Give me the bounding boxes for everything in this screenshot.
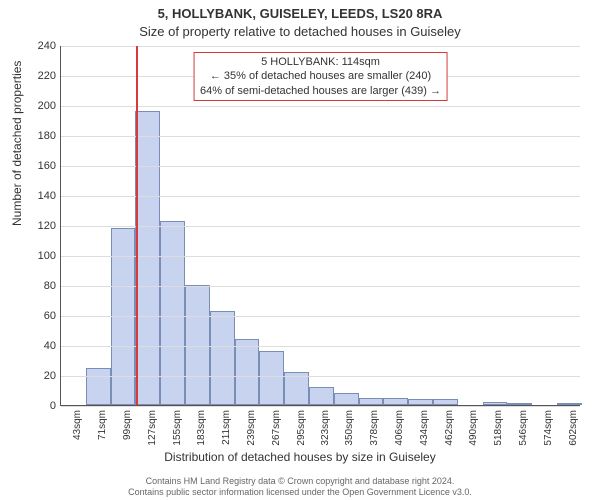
gridline	[61, 346, 580, 347]
histogram-bar	[259, 351, 284, 405]
x-tick-label: 239sqm	[246, 410, 257, 446]
histogram-bar	[210, 311, 235, 406]
y-tick-label: 120	[26, 220, 56, 232]
y-tick-label: 180	[26, 130, 56, 142]
x-tick-label: 378sqm	[369, 410, 380, 446]
footer-line: Contains HM Land Registry data © Crown c…	[0, 476, 600, 487]
x-tick-label: 323sqm	[320, 410, 331, 446]
gridline	[61, 256, 580, 257]
x-tick-label: 434sqm	[419, 410, 430, 446]
histogram-bar	[433, 399, 458, 405]
gridline	[61, 166, 580, 167]
y-axis-label: Number of detached properties	[10, 61, 24, 226]
y-tick-label: 100	[26, 250, 56, 262]
gridline	[61, 226, 580, 227]
histogram-bar	[185, 285, 210, 405]
y-tick-label: 80	[26, 280, 56, 292]
x-tick-label: 518sqm	[493, 410, 504, 446]
chart-subtitle: Size of property relative to detached ho…	[0, 24, 600, 39]
x-tick-label: 350sqm	[344, 410, 355, 446]
x-tick-label: 602sqm	[568, 410, 579, 446]
histogram-bar	[483, 402, 508, 405]
histogram-bar	[557, 403, 582, 405]
y-tick-label: 140	[26, 190, 56, 202]
x-tick-label: 462sqm	[444, 410, 455, 446]
histogram-bar	[160, 221, 185, 406]
gridline	[61, 316, 580, 317]
x-tick-label: 490sqm	[468, 410, 479, 446]
chart-title: 5, HOLLYBANK, GUISELEY, LEEDS, LS20 8RA	[0, 6, 600, 21]
x-tick-label: 43sqm	[72, 410, 83, 440]
y-tick-label: 220	[26, 70, 56, 82]
chart-container: 5, HOLLYBANK, GUISELEY, LEEDS, LS20 8RA …	[0, 0, 600, 500]
marker-line	[136, 46, 138, 405]
x-tick-label: 183sqm	[196, 410, 207, 446]
x-tick-label: 574sqm	[543, 410, 554, 446]
gridline	[61, 286, 580, 287]
gridline	[61, 136, 580, 137]
y-tick-label: 0	[26, 400, 56, 412]
annotation-box: 5 HOLLYBANK: 114sqm ← 35% of detached ho…	[193, 52, 448, 101]
y-tick-label: 40	[26, 340, 56, 352]
histogram-bar	[235, 339, 260, 405]
x-tick-label: 127sqm	[147, 410, 158, 446]
x-tick-label: 155sqm	[172, 410, 183, 446]
histogram-bar	[408, 399, 433, 405]
x-tick-label: 211sqm	[221, 410, 232, 445]
plot-area: 5 HOLLYBANK: 114sqm ← 35% of detached ho…	[60, 46, 580, 406]
footer-line: Contains public sector information licen…	[0, 487, 600, 498]
x-tick-label: 267sqm	[271, 410, 282, 446]
x-ticks: 43sqm 71sqm 99sqm 127sqm 155sqm 183sqm 211sqm 2…	[60, 406, 580, 446]
histogram-bar	[383, 398, 408, 406]
y-tick-label: 240	[26, 40, 56, 52]
histogram-bar	[334, 393, 359, 405]
y-tick-label: 60	[26, 310, 56, 322]
x-tick-label: 71sqm	[97, 410, 108, 440]
histogram-bar	[135, 111, 160, 405]
x-axis-title: Distribution of detached houses by size …	[0, 450, 600, 464]
x-tick-label: 99sqm	[122, 410, 133, 440]
gridline	[61, 196, 580, 197]
gridline	[61, 106, 580, 107]
y-tick-label: 200	[26, 100, 56, 112]
histogram-bar	[507, 403, 532, 405]
annotation-line: ← 35% of detached houses are smaller (24…	[200, 69, 441, 83]
gridline	[61, 376, 580, 377]
y-tick-label: 160	[26, 160, 56, 172]
annotation-line: 5 HOLLYBANK: 114sqm	[200, 55, 441, 69]
histogram-bar	[86, 368, 111, 406]
x-tick-label: 546sqm	[518, 410, 529, 446]
footer: Contains HM Land Registry data © Crown c…	[0, 476, 600, 498]
histogram-bar	[309, 387, 334, 405]
annotation-line: 64% of semi-detached houses are larger (…	[200, 84, 441, 98]
histogram-bar	[359, 398, 384, 406]
x-tick-label: 295sqm	[296, 410, 307, 446]
y-tick-label: 20	[26, 370, 56, 382]
gridline	[61, 46, 580, 47]
x-tick-label: 406sqm	[394, 410, 405, 446]
